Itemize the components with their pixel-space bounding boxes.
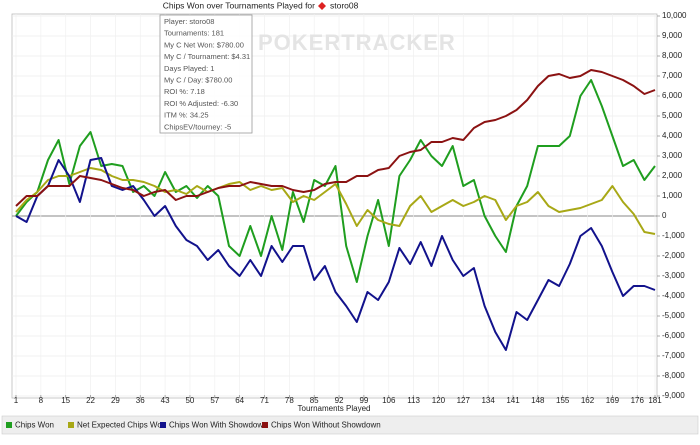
tooltip-line: Player: storo08 bbox=[164, 17, 214, 26]
legend: Chips Won Net Expected Chips Won Chips Won… bbox=[6, 421, 381, 430]
legend-label: Chips Won bbox=[15, 421, 54, 430]
x-tick-label: 162 bbox=[581, 396, 595, 405]
y-tick-label: -6,000 bbox=[662, 331, 685, 340]
series-line bbox=[15, 79, 656, 283]
x-tick-label: 127 bbox=[457, 396, 471, 405]
x-tick-label: 85 bbox=[310, 396, 319, 405]
y-tick-label: 8,000 bbox=[662, 51, 683, 60]
plot-frame bbox=[11, 13, 658, 399]
x-tick-label: 1 bbox=[14, 396, 19, 405]
series-group bbox=[15, 69, 656, 351]
x-axis-title: Tournaments Played bbox=[298, 404, 371, 413]
player-name: storo08 bbox=[330, 0, 359, 10]
legend-box bbox=[1, 415, 699, 435]
y-tick-label: -5,000 bbox=[662, 311, 685, 320]
tooltip-line: Tournaments: 181 bbox=[164, 29, 224, 38]
tooltip-line: Days Played: 1 bbox=[164, 64, 214, 73]
x-tick-label: 141 bbox=[506, 396, 520, 405]
y-tick-label: 10,000 bbox=[662, 11, 687, 20]
y-tick-label: -4,000 bbox=[662, 291, 685, 300]
y-tick-label: -7,000 bbox=[662, 351, 685, 360]
y-tick-label: -8,000 bbox=[662, 371, 685, 380]
x-tick-label: 50 bbox=[185, 396, 194, 405]
y-tick-label: -1,000 bbox=[662, 231, 685, 240]
tooltip-line: ROI %: 7.18 bbox=[164, 87, 205, 96]
legend-swatch bbox=[262, 422, 268, 428]
x-tick-label: 120 bbox=[432, 396, 446, 405]
x-tick-label: 43 bbox=[161, 396, 170, 405]
series-line bbox=[15, 167, 656, 235]
watermark: POKERTRACKER bbox=[258, 30, 456, 55]
tooltip-line: My C Net Won: $780.00 bbox=[164, 40, 244, 49]
x-tick-label: 176 bbox=[631, 396, 645, 405]
x-tick-label: 148 bbox=[531, 396, 545, 405]
x-tick-label: 134 bbox=[481, 396, 495, 405]
y-tick-label: 9,000 bbox=[662, 31, 683, 40]
x-tick-label: 64 bbox=[235, 396, 244, 405]
legend-swatch bbox=[6, 422, 12, 428]
x-tick-label: 71 bbox=[260, 396, 269, 405]
legend-label: Chips Won Without Showdown bbox=[271, 421, 381, 430]
tooltip-line: My C / Day: $780.00 bbox=[164, 75, 232, 84]
series-line bbox=[15, 157, 656, 351]
x-tick-label: 92 bbox=[335, 396, 344, 405]
y-tick-label: 6,000 bbox=[662, 91, 683, 100]
legend-swatch bbox=[68, 422, 74, 428]
chart-title: Chips Won over Tournaments Played for bbox=[163, 0, 315, 10]
plot-area: 10,000 9,000 8,000 7,000 6,000 5,000 4,000 3,00… bbox=[11, 11, 687, 405]
x-tick-label: 15 bbox=[61, 396, 70, 405]
y-tick-label: 0 bbox=[662, 211, 667, 220]
x-tick-label: 113 bbox=[407, 396, 420, 405]
x-tick-label: 169 bbox=[606, 396, 620, 405]
y-tick-label: 2,000 bbox=[662, 171, 683, 180]
tooltip-line: ChipsEV/tourney: -5 bbox=[164, 122, 231, 131]
x-tick-label: 99 bbox=[359, 396, 368, 405]
y-tick-label: 3,000 bbox=[662, 151, 683, 160]
x-tick-label: 57 bbox=[210, 396, 219, 405]
x-tick-label: 29 bbox=[111, 396, 120, 405]
tooltip-line: ITM %: 34.25 bbox=[164, 111, 209, 120]
y-tick-label: 5,000 bbox=[662, 111, 683, 120]
y-tick-label: 4,000 bbox=[662, 131, 683, 140]
player-icon bbox=[318, 2, 326, 10]
y-tick-label: -3,000 bbox=[662, 271, 685, 280]
legend-label: Net Expected Chips Won bbox=[77, 421, 166, 430]
tooltip: Player: storo08 Tournaments: 181 My C Net … bbox=[159, 14, 253, 134]
tooltip-box bbox=[159, 14, 253, 134]
x-tick-label: 181 bbox=[648, 396, 662, 405]
x-tick-label: 8 bbox=[39, 396, 44, 405]
y-tick-label: 7,000 bbox=[662, 71, 683, 80]
x-tick-label: 36 bbox=[136, 396, 145, 405]
tooltip-line: ROI % Adjusted: -6.30 bbox=[164, 99, 238, 108]
x-tick-label: 155 bbox=[556, 396, 570, 405]
y-tick-label: 1,000 bbox=[662, 191, 683, 200]
legend-label: Chips Won With Showdown bbox=[169, 421, 268, 430]
y-tick-label: -2,000 bbox=[662, 251, 685, 260]
x-tick-label: 106 bbox=[382, 396, 396, 405]
y-tick-label: -9,000 bbox=[662, 391, 685, 400]
series-line bbox=[15, 69, 656, 207]
legend-swatch bbox=[160, 422, 166, 428]
x-tick-label: 22 bbox=[86, 396, 95, 405]
x-tick-label: 78 bbox=[285, 396, 294, 405]
tooltip-line: My C / Tournament: $4.31 bbox=[164, 52, 250, 61]
